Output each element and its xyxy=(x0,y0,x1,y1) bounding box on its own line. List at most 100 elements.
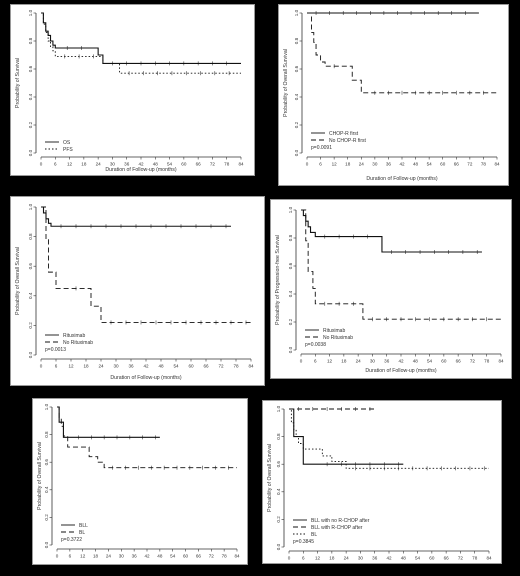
x-tick-label: 60 xyxy=(429,556,435,561)
y-tick-label: 0.8 xyxy=(28,37,33,44)
y-tick-label: 0.0 xyxy=(288,346,293,353)
x-axis-label: Duration of Follow-up (months) xyxy=(365,368,436,374)
survival-curve-3 xyxy=(289,408,489,469)
x-tick-label: 84 xyxy=(498,359,504,364)
x-tick-label: 12 xyxy=(67,162,73,167)
km-chart-5: 0 6 12 18 24 30 36 42 48 54 60 66 72 78 84 0.0 0.2 0.4 0.6… xyxy=(37,403,240,559)
survival-curve-1 xyxy=(57,406,160,438)
x-tick-label: 42 xyxy=(143,364,149,369)
survival-curve-1 xyxy=(41,12,241,64)
y-axis-label: Probability of Survival xyxy=(15,58,21,108)
km-chart-4: 0 6 12 18 24 30 36 42 48 54 60 66 72 78 84 0.0 0.2 0.4 0.6… xyxy=(275,206,504,374)
legend-label: BL xyxy=(311,532,317,538)
legend-label: PFS xyxy=(63,147,73,153)
x-tick-label: 66 xyxy=(444,556,450,561)
x-tick-label: 30 xyxy=(358,556,364,561)
y-tick-label: 0.4 xyxy=(276,488,281,495)
x-tick-label: 18 xyxy=(93,554,99,559)
km-panel-5: 0 6 12 18 24 30 36 42 48 54 60 66 72 78 84 0.0 0.2 0.4 0.6… xyxy=(32,398,248,565)
x-tick-label: 60 xyxy=(181,162,187,167)
x-tick-label: 18 xyxy=(341,359,347,364)
x-tick-label: 30 xyxy=(372,162,378,167)
legend-label: No Rituximab xyxy=(323,335,353,341)
x-tick-label: 54 xyxy=(427,162,433,167)
legend-label: Rituximab xyxy=(63,333,85,339)
y-tick-label: 0.2 xyxy=(28,121,33,128)
y-tick-label: 0.6 xyxy=(28,263,33,270)
p-value: p=0.3722 xyxy=(61,537,82,543)
x-tick-label: 24 xyxy=(359,162,365,167)
p-value: p=0.0091 xyxy=(311,145,332,151)
y-tick-label: 0.0 xyxy=(44,541,49,548)
x-tick-label: 66 xyxy=(454,162,460,167)
x-tick-label: 60 xyxy=(440,162,446,167)
x-tick-label: 42 xyxy=(144,554,150,559)
x-tick-label: 48 xyxy=(157,554,163,559)
x-tick-label: 42 xyxy=(398,359,404,364)
x-tick-label: 12 xyxy=(315,556,321,561)
y-tick-label: 0.4 xyxy=(44,486,49,493)
x-tick-label: 6 xyxy=(54,162,57,167)
y-tick-label: 0.0 xyxy=(28,149,33,156)
x-tick-label: 78 xyxy=(472,556,478,561)
legend-label: Rituximab xyxy=(323,328,345,334)
x-tick-label: 54 xyxy=(167,162,173,167)
x-axis-label: Duration of Follow-up (months) xyxy=(105,167,176,173)
km-chart-1: 0 6 12 18 24 30 36 42 48 54 60 66 72 78 84 0.0 0.2 0.4 0.6… xyxy=(15,9,244,173)
km-panel-4: 0 6 12 18 24 30 36 42 48 54 60 66 72 78 84 0.0 0.2 0.4 0.6… xyxy=(270,199,512,379)
km-chart-6: 0 6 12 18 24 30 36 42 48 54 60 66 72 78 84 0.0 0.2 0.4 0.6… xyxy=(267,405,492,561)
p-value: p=0.0013 xyxy=(45,347,66,353)
x-tick-label: 0 xyxy=(40,364,43,369)
x-tick-label: 24 xyxy=(106,554,112,559)
y-tick-label: 0.0 xyxy=(276,543,281,550)
y-axis-label: Probability of Overall Survival xyxy=(267,444,273,512)
x-tick-label: 18 xyxy=(81,162,87,167)
x-tick-label: 24 xyxy=(356,359,362,364)
y-tick-label: 0.8 xyxy=(288,234,293,241)
y-tick-label: 1.0 xyxy=(288,206,293,213)
y-tick-label: 1.0 xyxy=(276,405,281,412)
x-tick-label: 0 xyxy=(40,162,43,167)
x-tick-label: 36 xyxy=(372,556,378,561)
y-axis-label: Probability of Overall Survival xyxy=(283,49,289,117)
x-tick-label: 54 xyxy=(415,556,421,561)
x-tick-label: 60 xyxy=(183,554,189,559)
x-tick-label: 72 xyxy=(470,359,476,364)
x-tick-label: 48 xyxy=(401,556,407,561)
p-value: p=0.3845 xyxy=(293,539,314,545)
x-tick-label: 30 xyxy=(119,554,125,559)
y-tick-label: 0.2 xyxy=(276,516,281,523)
y-axis-label: Probability of Overall Survival xyxy=(37,442,43,510)
x-tick-label: 84 xyxy=(486,556,492,561)
x-tick-label: 0 xyxy=(56,554,59,559)
y-tick-label: 0.2 xyxy=(44,514,49,521)
x-tick-label: 30 xyxy=(370,359,376,364)
km-chart-2: 0 6 12 18 24 30 36 42 48 54 60 66 72 78 84 0.0 0.2 0.4 0.6… xyxy=(283,9,500,182)
y-tick-label: 0.6 xyxy=(44,459,49,466)
y-tick-label: 0.2 xyxy=(28,322,33,329)
y-tick-label: 0.8 xyxy=(44,431,49,438)
x-tick-label: 30 xyxy=(113,364,119,369)
x-tick-label: 6 xyxy=(69,554,72,559)
y-tick-label: 0.6 xyxy=(276,461,281,468)
x-tick-label: 0 xyxy=(306,162,309,167)
x-tick-label: 12 xyxy=(332,162,338,167)
x-tick-label: 48 xyxy=(158,364,164,369)
x-tick-label: 6 xyxy=(319,162,322,167)
x-tick-label: 84 xyxy=(248,364,254,369)
x-tick-label: 78 xyxy=(224,162,230,167)
legend-label: BLL with R-CHOP after xyxy=(311,525,363,531)
x-tick-label: 78 xyxy=(481,162,487,167)
x-axis-label: Duration of Follow-up (months) xyxy=(110,375,181,381)
x-tick-label: 12 xyxy=(327,359,333,364)
y-tick-label: 0.6 xyxy=(28,65,33,72)
x-tick-label: 24 xyxy=(98,364,104,369)
y-tick-label: 0.6 xyxy=(294,65,299,72)
x-tick-label: 18 xyxy=(329,556,335,561)
x-tick-label: 36 xyxy=(128,364,134,369)
x-tick-label: 66 xyxy=(456,359,462,364)
y-tick-label: 1.0 xyxy=(28,9,33,16)
y-tick-label: 1.0 xyxy=(294,9,299,16)
x-axis-label: Duration of Follow-up (months) xyxy=(366,176,437,182)
survival-curve-2 xyxy=(41,12,241,74)
